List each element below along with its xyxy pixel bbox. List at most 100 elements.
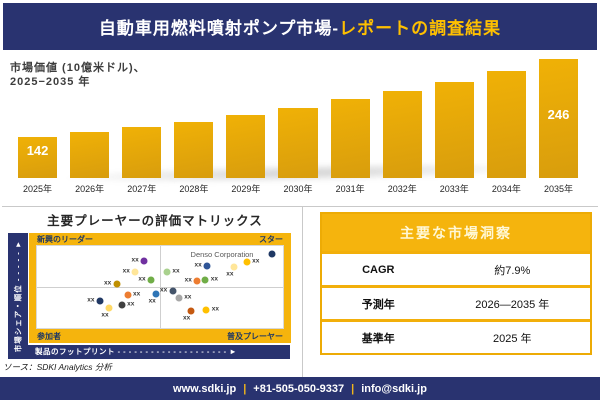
bar-year-label: 2029年 <box>231 184 261 194</box>
scatter-dot <box>147 276 155 284</box>
bar-group: 2029年 <box>226 59 266 194</box>
footer-email-link[interactable]: info@sdki.jp <box>361 382 427 395</box>
scatter-point: xx <box>194 261 211 270</box>
bar-2035年: 246 <box>538 59 579 178</box>
scatter-point-label: xx <box>87 296 95 304</box>
bar-group: 2033年 <box>434 59 474 194</box>
scatter-point: xx <box>160 287 177 295</box>
scatter-point: xx <box>87 296 104 305</box>
quadrant-label-star: スター <box>259 235 283 244</box>
matrix-y-axis-bar: 市場シェア・順位 - - - - - ► <box>8 233 28 359</box>
scatter-point-label: xx <box>122 267 130 275</box>
bar-year-label: 2035年 <box>543 184 573 194</box>
quadrant-label-participants: 参加者 <box>37 332 61 341</box>
bar-group: 2027年 <box>122 59 162 194</box>
scatter-point: xx <box>226 263 238 277</box>
bar-year-label: 2028年 <box>179 184 209 194</box>
insights-row-forecast-years: 予測年 2026—2035 年 <box>322 285 590 319</box>
scatter-dot <box>187 307 194 315</box>
matrix-quadrant-box: 新興のリーダー スター 参加者 普及プレーヤー Denso Corporatio… <box>29 233 291 343</box>
scatter-dot <box>152 290 160 298</box>
page-title-accent: レポートの調査結果 <box>339 19 502 38</box>
scatter-point-label: xx <box>252 257 260 265</box>
scatter-dot <box>202 306 210 314</box>
scatter-point: xx <box>124 291 140 299</box>
bar-2028年 <box>174 122 214 178</box>
scatter-point: xx <box>163 268 180 276</box>
bar-year-label: 2033年 <box>439 184 469 194</box>
scatter-point-label: xx <box>148 297 156 305</box>
footer-website-link[interactable]: www.sdki.jp <box>173 382 237 395</box>
scatter-dot <box>230 263 238 270</box>
scatter-point: xx <box>175 293 191 302</box>
scatter-point: xx <box>132 256 148 265</box>
bar-group: 2032年 <box>382 59 422 194</box>
insights-value-forecast-years: 2026—2035 年 <box>475 298 550 311</box>
scatter-point-label: xx <box>184 293 192 301</box>
quadrant-label-pervasive-players: 普及プレーヤー <box>227 332 283 341</box>
horizontal-divider <box>2 206 598 207</box>
bar-group: 2034年 <box>486 59 526 194</box>
scatter-dot <box>193 277 201 285</box>
bar-year-label: 2032年 <box>387 184 417 194</box>
insights-value-cagr: 約7.9% <box>494 264 531 277</box>
scatter-point: xx <box>104 279 121 288</box>
insights-label-cagr: CAGR <box>362 263 395 276</box>
bar-group: 2031年 <box>330 59 370 194</box>
scatter-dot <box>105 304 113 311</box>
scatter-point: xx <box>183 307 194 321</box>
scatter-dot <box>243 258 251 266</box>
scatter-point-label: xx <box>131 256 139 264</box>
bar-group: 246 2035年 <box>538 59 579 194</box>
scatter-dot <box>131 268 139 276</box>
scatter-dot <box>175 294 183 302</box>
scatter-dot <box>96 297 104 305</box>
scatter-point-label: xx <box>138 275 146 283</box>
scatter-dot <box>201 276 209 284</box>
scatter-point-label: xx <box>226 270 234 277</box>
scatter-dot <box>124 291 132 299</box>
quadrant-label-emerging-leaders: 新興のリーダー <box>37 235 93 244</box>
bar-2029年 <box>226 115 266 178</box>
footer-phone[interactable]: +81-505-050-9337 <box>253 382 345 395</box>
scatter-point-label: xx <box>210 275 218 283</box>
scatter-dot <box>140 257 148 265</box>
bar-2031年 <box>330 99 370 178</box>
bar-year-label: 2027年 <box>127 184 157 194</box>
market-insights-panel: 主要な市場洞察 CAGR 約7.9% 予測年 2026—2035 年 基準年 2… <box>320 212 592 355</box>
bar-2026年 <box>70 132 110 178</box>
bar-2033年 <box>434 82 474 178</box>
scatter-point: xx <box>201 275 218 284</box>
bar-chart-caption-line1: 市場価値 (10億米ドル)、 <box>10 62 146 74</box>
header-banner: 自動車用燃料噴射ポンプ市場- レポートの調査結果 <box>3 3 597 50</box>
matrix-x-axis-bar: 製品のフットプリント - - - - - - - - - - - - - - -… <box>25 345 290 359</box>
scatter-point: xx <box>243 257 259 266</box>
bar-value-label: 142 <box>26 143 49 158</box>
insights-value-base-year: 2025 年 <box>493 332 532 345</box>
matrix-title: 主要プレーヤーの評価マトリックス <box>47 214 263 228</box>
scatter-point-label: xx <box>211 305 219 313</box>
bar-2032年 <box>382 91 422 178</box>
bars-row: 142 2025年 2026年 2027年 2028年 2029年 2030年 2031年 20… <box>18 59 579 194</box>
scatter-point: xx <box>202 305 219 314</box>
insights-row-cagr: CAGR 約7.9% <box>322 251 590 285</box>
scatter-point <box>268 250 276 258</box>
scatter-dot <box>163 268 171 276</box>
scatter-point: xx <box>138 275 155 284</box>
footer-separator: | <box>243 382 247 395</box>
bar-2025年: 142 <box>18 137 58 178</box>
bar-year-label: 2031年 <box>335 184 365 194</box>
scatter-point: xx <box>101 304 113 318</box>
insights-title: 主要な市場洞察 <box>322 214 590 251</box>
insights-label-base-year: 基準年 <box>361 332 395 345</box>
source-note: ソース：SDKI Analytics 分析 <box>3 362 112 372</box>
scatter-dot <box>113 280 121 288</box>
bar-group: 2026年 <box>70 59 110 194</box>
scatter-point-label: xx <box>172 267 180 275</box>
scatter-point-label: xx <box>183 314 191 322</box>
bar-group: 2028年 <box>174 59 214 194</box>
matrix-y-axis-label: 市場シェア・順位 - - - - - ► <box>13 239 23 353</box>
insights-row-base-year: 基準年 2025 年 <box>322 319 590 353</box>
bar-2027年 <box>122 127 162 178</box>
scatter-point-label: xx <box>127 300 135 308</box>
